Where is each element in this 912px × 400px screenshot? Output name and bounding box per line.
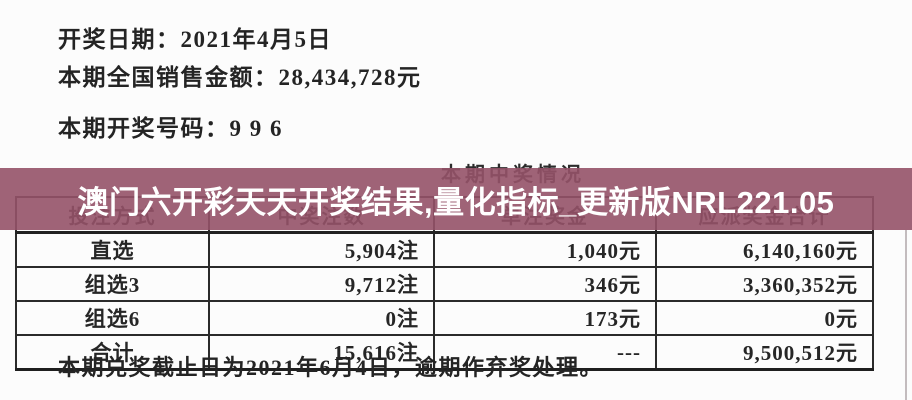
watermark-banner: 澳门六开彩天天开奖结果,量化指标_更新版NRL221.05 — [0, 168, 912, 230]
cell-win-count: 15,616注 — [208, 334, 435, 371]
cell-win-count: 0注 — [208, 300, 435, 336]
sales-value: 28,434,728元 — [278, 65, 422, 90]
draw-date-line: 开奖日期：2021年4月5日 — [58, 20, 332, 54]
cell-win-count: 5,904注 — [208, 231, 435, 268]
cell-bet-type: 组选3 — [15, 266, 210, 302]
cell-total-prize: 0元 — [655, 300, 874, 336]
cell-unit-prize: --- — [433, 334, 657, 371]
cell-unit-prize: 173元 — [433, 300, 657, 336]
draw-date-value: 2021年4月5日 — [180, 27, 332, 52]
cell-unit-prize: 1,040元 — [433, 231, 657, 268]
cell-bet-type: 直选 — [15, 231, 210, 268]
sales-label: 本期全国销售金额： — [58, 65, 279, 90]
cell-total-prize: 9,500,512元 — [655, 334, 874, 371]
cell-total-prize: 3,360,352元 — [655, 266, 874, 302]
table-row: 直选 5,904注 1,040元 6,140,160元 — [15, 231, 874, 268]
winning-numbers-label: 本期开奖号码： — [58, 116, 230, 141]
table-row: 组选3 9,712注 346元 3,360,352元 — [15, 266, 874, 302]
cell-bet-type: 合计 — [15, 334, 210, 371]
cell-total-prize: 6,140,160元 — [655, 231, 874, 268]
redeem-deadline-note: 本期兑奖截止日为2021年6月4日，逾期作弃奖处理。 — [58, 355, 604, 380]
cell-win-count: 9,712注 — [208, 266, 435, 302]
winning-numbers-line: 本期开奖号码：9 9 6 — [58, 109, 283, 143]
cell-unit-prize: 346元 — [433, 266, 657, 302]
winning-numbers-value: 9 9 6 — [229, 116, 283, 141]
draw-date-label: 开奖日期： — [58, 27, 181, 52]
table-row: 组选6 0注 173元 0元 — [15, 300, 874, 336]
cell-bet-type: 组选6 — [15, 300, 210, 336]
table-row-total: 合计 15,616注 --- 9,500,512元 — [15, 334, 874, 371]
scan-edge-line — [905, 230, 907, 400]
sales-amount-line: 本期全国销售金额：28,434,728元 — [58, 58, 422, 92]
banner-headline: 澳门六开彩天天开奖结果,量化指标_更新版NRL221.05 — [77, 184, 835, 220]
